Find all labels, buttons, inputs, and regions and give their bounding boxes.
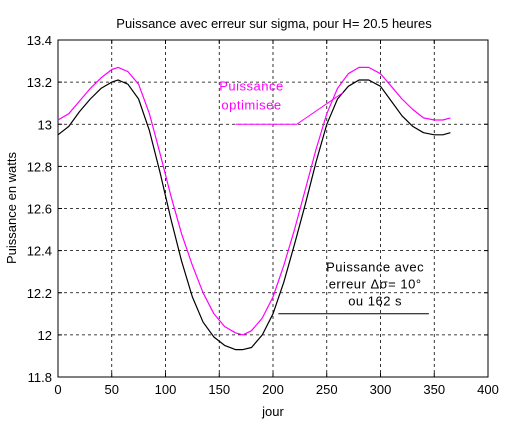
series-line-optimisee [57, 66, 451, 336]
y-tick-label: 13 [38, 117, 52, 132]
chart-title: Puissance avec erreur sur sigma, pour H=… [116, 16, 432, 31]
series-group [57, 66, 451, 351]
annotation-text: erreur Δσ= 10° [329, 277, 422, 292]
annotation-text: optimisee [221, 98, 281, 113]
series-line-erreur [57, 79, 451, 351]
annotation-text: Puissance avec [326, 260, 424, 275]
y-axis-label: Puissance en watts [4, 152, 19, 265]
x-tick-label: 400 [477, 382, 499, 397]
y-tick-label: 12.8 [27, 159, 52, 174]
grid [58, 40, 488, 377]
y-tick-label: 11.8 [28, 370, 52, 385]
x-axis: 0 50 100 150 200 250 300 350 400 [54, 40, 499, 397]
x-tick-label: 350 [423, 382, 445, 397]
annotation-text: Puissance [219, 79, 283, 94]
annotation-leader [235, 92, 344, 125]
y-tick-label: 12.6 [27, 202, 52, 217]
y-tick-label: 12.4 [27, 244, 52, 259]
annotations: Puissance optimisee Puissance avec erreur Δ… [219, 79, 429, 315]
x-tick-label: 100 [155, 382, 177, 397]
y-axis: 11.8 12 12.2 12.4 12.6 12.8 13 13.2 13.4 [27, 33, 488, 385]
y-tick-label: 13.4 [27, 33, 52, 48]
x-tick-label: 250 [316, 382, 338, 397]
y-tick-label: 13.2 [27, 75, 52, 90]
x-tick-label: 0 [54, 382, 61, 397]
y-tick-label: 12.2 [27, 286, 52, 301]
x-tick-label: 300 [370, 382, 392, 397]
y-tick-label: 12 [38, 328, 52, 343]
x-tick-label: 200 [262, 382, 284, 397]
annotation-text: ou 162 s [348, 293, 402, 308]
x-tick-label: 50 [105, 382, 119, 397]
x-tick-label: 150 [208, 382, 230, 397]
x-axis-label: jour [261, 404, 284, 419]
